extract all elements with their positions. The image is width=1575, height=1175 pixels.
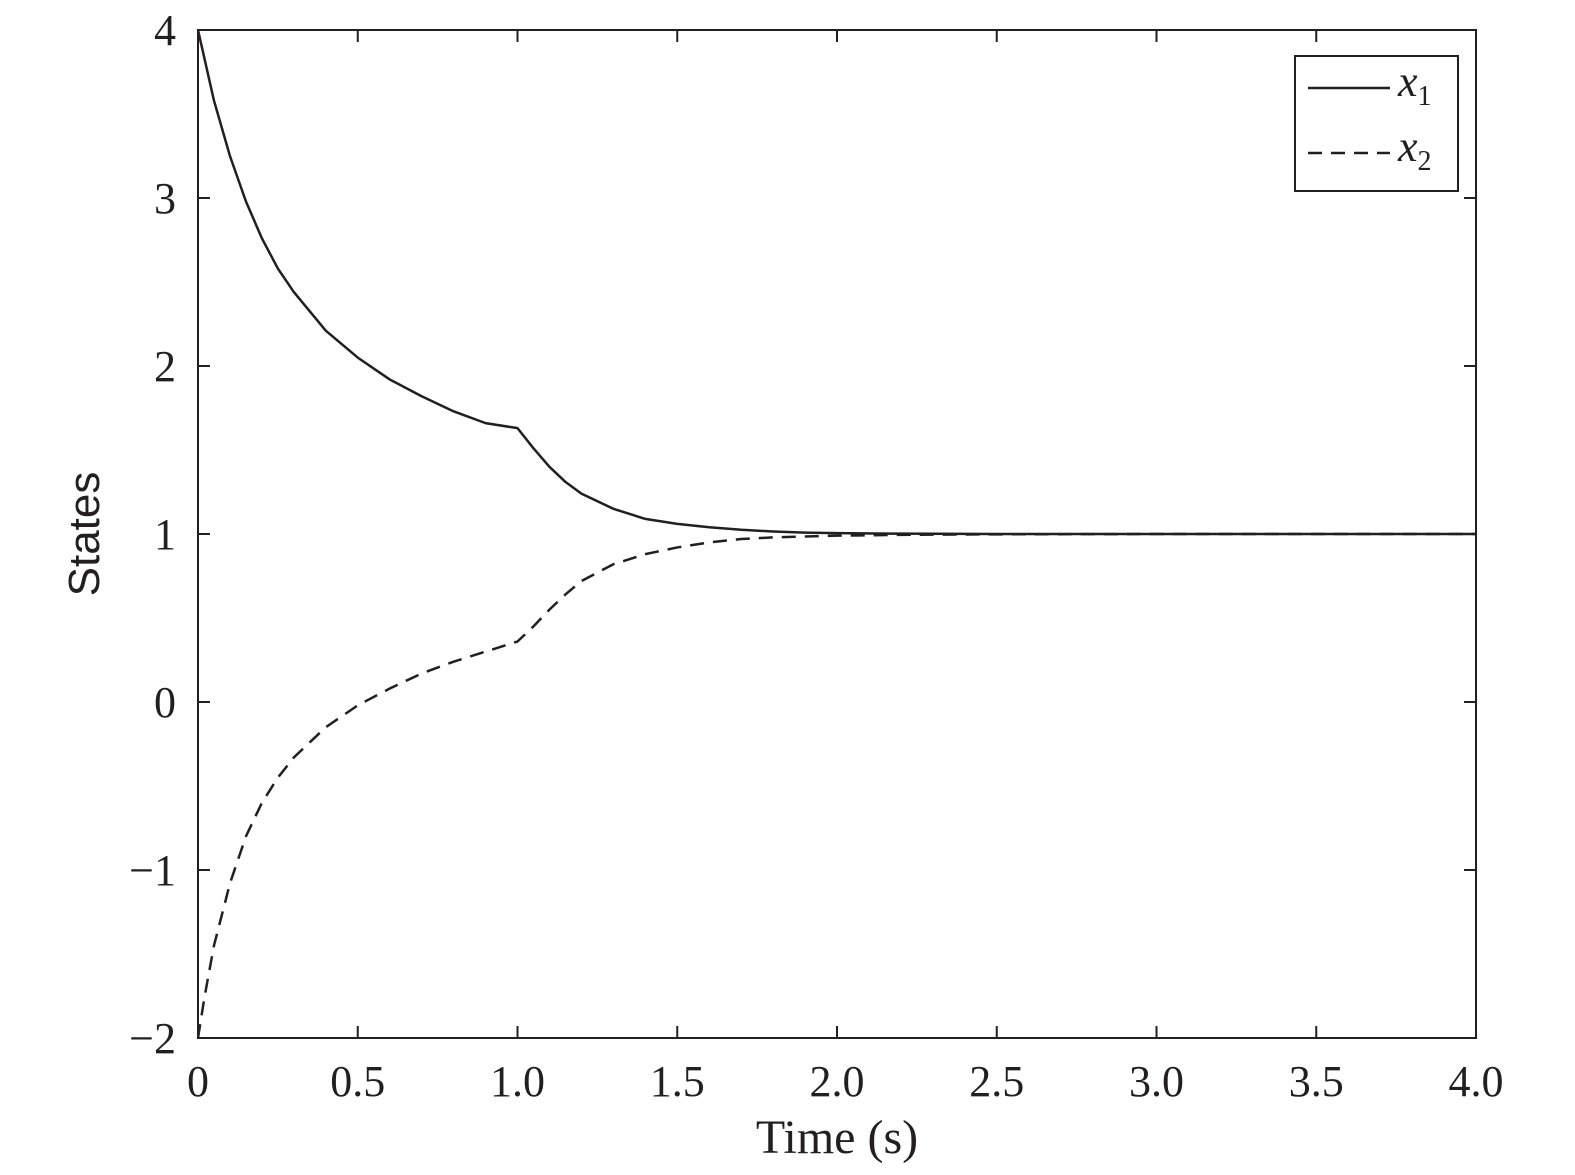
legend-symbol-x2: x	[1397, 122, 1418, 171]
x-tick-label: 0.5	[330, 1057, 385, 1106]
legend-subscript-x2: 2	[1418, 146, 1432, 177]
tick-layer	[198, 30, 1476, 1038]
y-tick-label: 4	[154, 6, 176, 55]
y-tick-label: 3	[154, 174, 176, 223]
x-tick-label: 0	[187, 1057, 209, 1106]
legend-label-x1: x1	[1397, 57, 1432, 112]
x-axis-label: Time (s)	[756, 1111, 918, 1164]
legend: x1 x2	[1294, 55, 1459, 192]
x-tick-label: 4.0	[1449, 1057, 1504, 1106]
y-tick-label: 0	[154, 678, 176, 727]
x-tick-label: 3.5	[1289, 1057, 1344, 1106]
x-tick-label: 1.5	[650, 1057, 705, 1106]
x-tick-label: 3.0	[1129, 1057, 1184, 1106]
series-layer	[196, 29, 1476, 1039]
x-tick-labels: 0 0.5 1.0 1.5 2.0 2.5 3.0 3.5 4.0	[187, 1057, 1504, 1106]
legend-label-x2: x2	[1397, 122, 1432, 177]
y-tick-labels: −2 −1 0 1 2 3 4	[129, 6, 176, 1063]
x-tick-label: 2.0	[810, 1057, 865, 1106]
series-line-x2	[196, 532, 1476, 1039]
legend-symbol-x1: x	[1397, 57, 1418, 106]
y-axis-label: States	[60, 472, 109, 597]
y-tick-label: −2	[129, 1014, 176, 1063]
x-tick-label: 1.0	[490, 1057, 545, 1106]
legend-box	[1294, 55, 1459, 192]
y-tick-label: 1	[154, 510, 176, 559]
y-tick-label: 2	[154, 342, 176, 391]
x-tick-label: 2.5	[969, 1057, 1024, 1106]
y-tick-label: −1	[129, 846, 176, 895]
legend-subscript-x1: 1	[1418, 81, 1432, 112]
series-line-x1	[196, 29, 1476, 536]
